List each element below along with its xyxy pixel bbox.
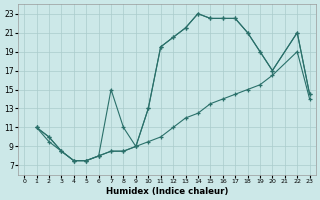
X-axis label: Humidex (Indice chaleur): Humidex (Indice chaleur) bbox=[106, 187, 228, 196]
